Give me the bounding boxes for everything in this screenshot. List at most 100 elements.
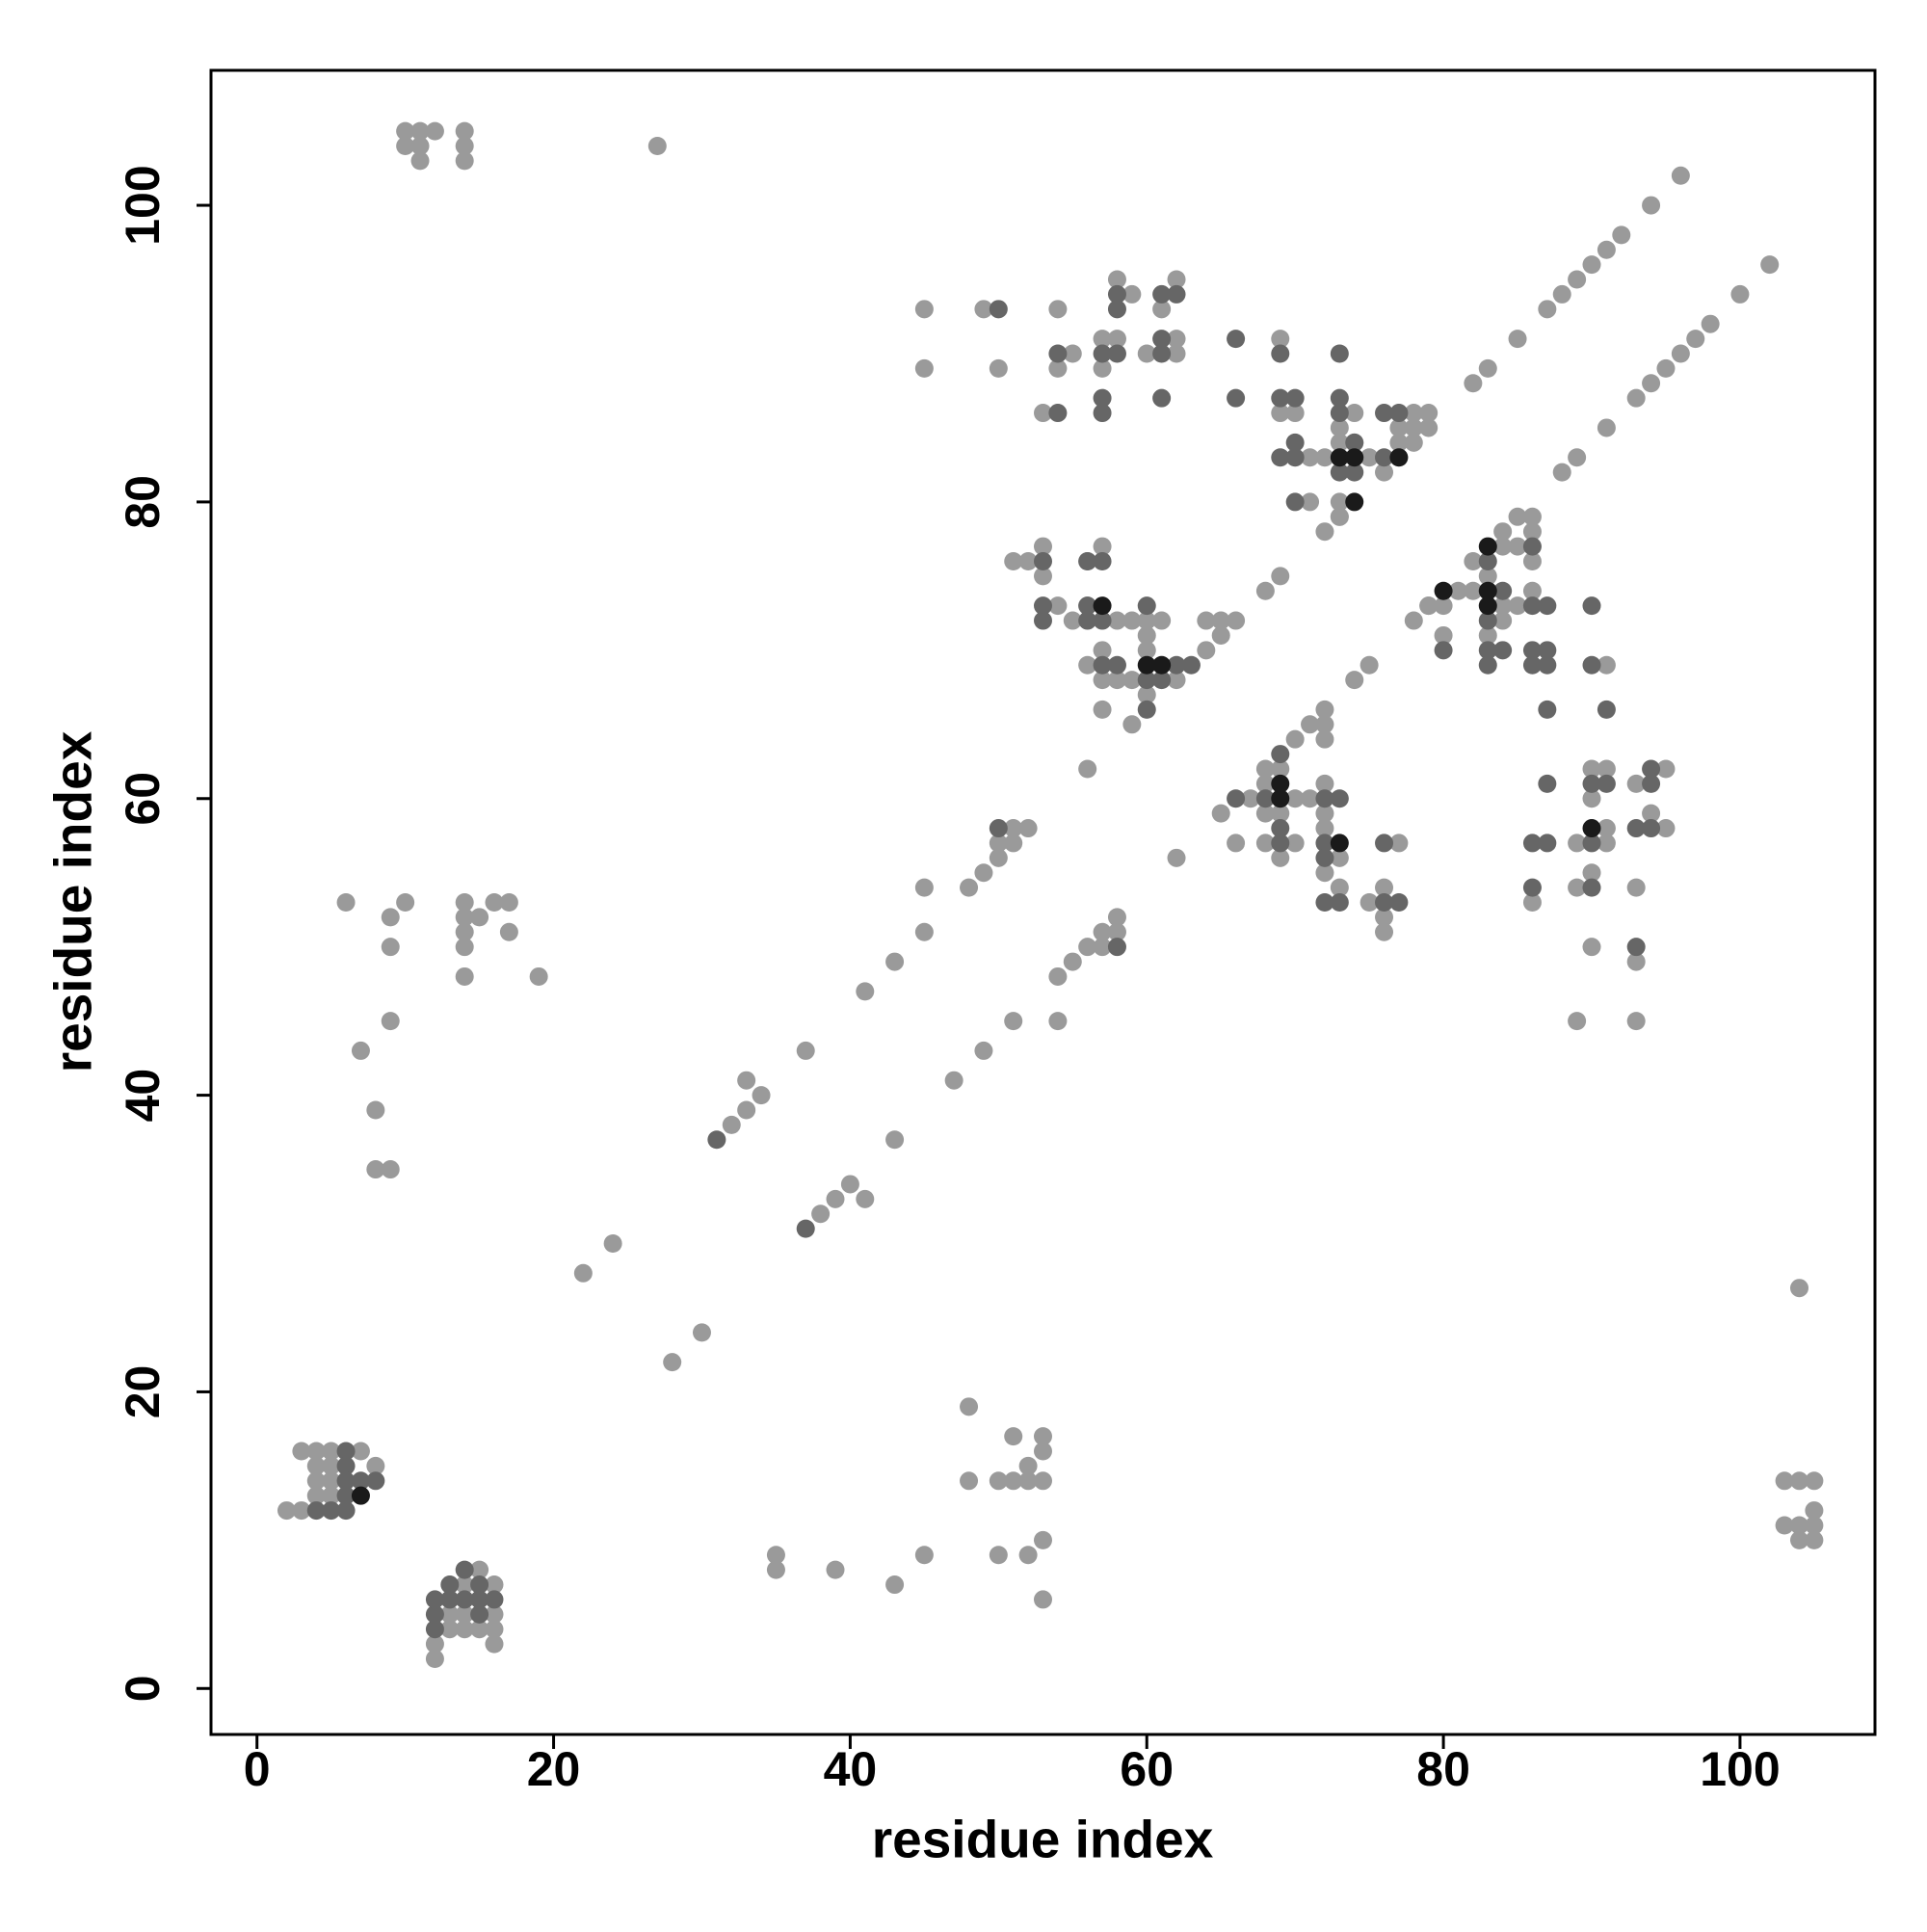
x-tick-label: 100 (1700, 1742, 1780, 1796)
point (1626, 938, 1646, 957)
point (1255, 759, 1275, 779)
point (1805, 1501, 1824, 1521)
point (351, 1041, 370, 1060)
y-tick-label: 0 (116, 1675, 170, 1702)
point (1271, 388, 1290, 408)
point (1597, 655, 1616, 675)
point (1137, 700, 1156, 719)
point (485, 1604, 504, 1624)
point (1493, 522, 1513, 542)
point (989, 1471, 1008, 1491)
point (292, 1442, 311, 1461)
point (1122, 671, 1142, 690)
point (1211, 611, 1230, 630)
point (1018, 1546, 1038, 1565)
point (1167, 671, 1186, 690)
point (1642, 374, 1661, 393)
point (322, 1442, 341, 1461)
point (1538, 641, 1557, 660)
point (1271, 567, 1290, 586)
point (1063, 952, 1082, 971)
point (885, 1575, 905, 1595)
point (1597, 834, 1616, 853)
point (1271, 448, 1290, 467)
point (989, 1546, 1008, 1565)
point (1790, 1279, 1808, 1298)
point (1004, 1012, 1023, 1031)
point (1034, 1427, 1052, 1446)
point (1582, 774, 1601, 793)
point (1642, 804, 1661, 823)
point (1227, 789, 1246, 808)
point (366, 1160, 385, 1179)
point (1137, 671, 1156, 690)
point (1048, 966, 1068, 986)
point (1181, 655, 1201, 675)
point (1152, 655, 1172, 675)
point (1137, 685, 1156, 704)
point (1478, 567, 1497, 586)
point (1107, 300, 1126, 319)
point (1330, 848, 1349, 867)
point (811, 1204, 831, 1224)
point (1137, 596, 1156, 616)
point (1152, 300, 1172, 319)
point (1389, 404, 1409, 423)
point (1107, 344, 1126, 363)
point (1211, 625, 1230, 645)
point (1345, 448, 1364, 467)
point (322, 1501, 341, 1521)
point (351, 1486, 370, 1505)
point (381, 1012, 400, 1031)
point (1034, 596, 1052, 616)
point (1790, 1516, 1808, 1535)
point (1271, 745, 1290, 764)
point (1093, 596, 1112, 616)
point (1271, 804, 1290, 823)
point (1359, 893, 1379, 912)
point (1508, 507, 1527, 526)
point (485, 1620, 504, 1639)
point (1478, 596, 1497, 616)
point (1301, 492, 1320, 512)
point (336, 1486, 356, 1505)
x-tick-label: 0 (244, 1742, 271, 1796)
point (1227, 834, 1246, 853)
point (1315, 834, 1334, 853)
point (1315, 522, 1334, 542)
point (1612, 225, 1631, 245)
point (1152, 611, 1172, 630)
x-tick-label: 40 (824, 1742, 878, 1796)
point (1285, 789, 1305, 808)
point (1478, 655, 1497, 675)
point (737, 1071, 756, 1090)
point (1271, 330, 1290, 349)
point (1093, 537, 1112, 556)
point (1152, 344, 1172, 363)
point (1078, 596, 1097, 616)
point (1568, 448, 1587, 467)
point (1078, 611, 1097, 630)
point (1671, 166, 1690, 185)
point (914, 878, 934, 897)
point (1330, 418, 1349, 437)
point (1122, 715, 1142, 734)
point (1093, 671, 1112, 690)
point (1642, 819, 1661, 838)
point (1582, 834, 1601, 853)
point (1107, 330, 1126, 349)
point (944, 1071, 964, 1090)
point (1137, 655, 1156, 675)
point (1271, 848, 1290, 867)
point (396, 893, 415, 912)
y-tick-label: 60 (116, 772, 170, 826)
point (1315, 804, 1334, 823)
point (1167, 270, 1186, 289)
point (1478, 625, 1497, 645)
point (1107, 284, 1126, 304)
point (1538, 700, 1557, 719)
point (470, 1560, 489, 1579)
point (914, 300, 934, 319)
point (485, 1634, 504, 1654)
point (1211, 804, 1230, 823)
